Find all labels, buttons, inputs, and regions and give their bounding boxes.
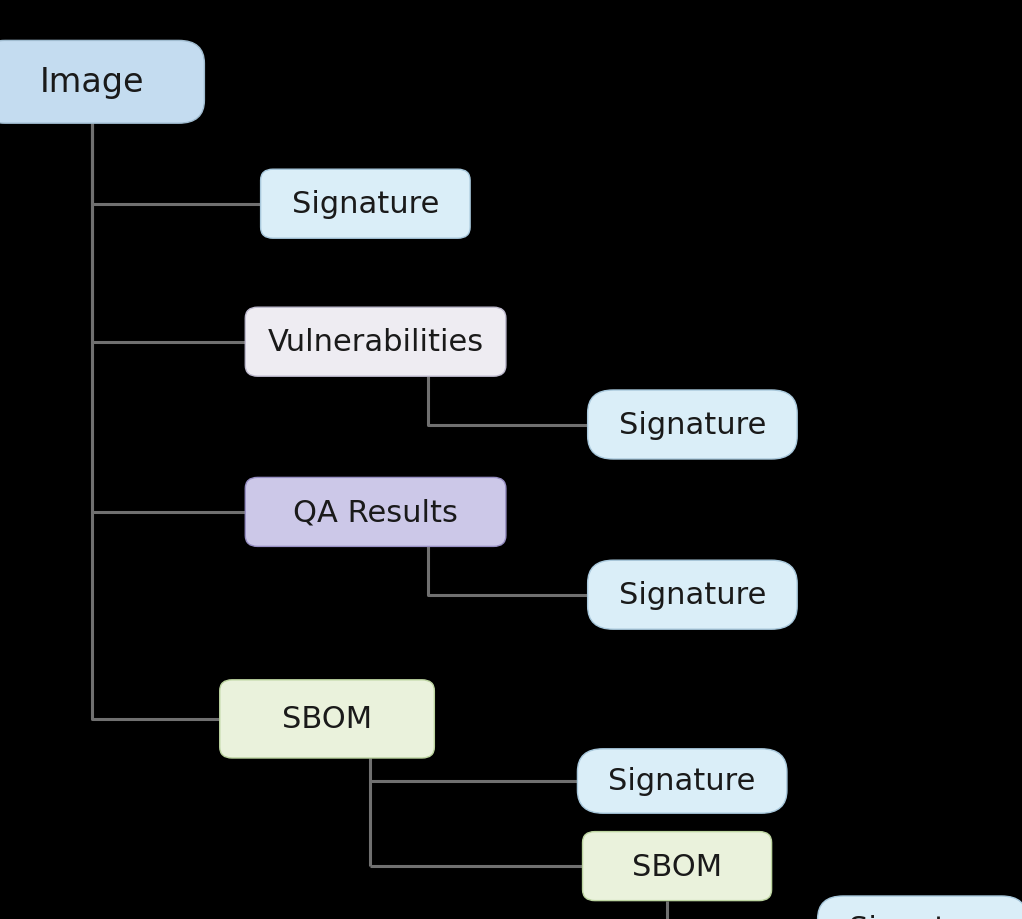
FancyBboxPatch shape bbox=[818, 896, 1022, 919]
Text: Signature: Signature bbox=[291, 190, 439, 219]
Text: Vulnerabilities: Vulnerabilities bbox=[268, 328, 483, 357]
Text: QA Results: QA Results bbox=[293, 498, 458, 527]
FancyBboxPatch shape bbox=[261, 170, 470, 239]
Text: Image: Image bbox=[40, 66, 144, 99]
Text: Signature: Signature bbox=[848, 913, 996, 919]
FancyBboxPatch shape bbox=[245, 308, 506, 377]
Text: Signature: Signature bbox=[618, 411, 766, 439]
FancyBboxPatch shape bbox=[577, 749, 787, 813]
Text: Signature: Signature bbox=[608, 766, 756, 796]
FancyBboxPatch shape bbox=[245, 478, 506, 547]
FancyBboxPatch shape bbox=[583, 832, 772, 901]
Text: SBOM: SBOM bbox=[632, 852, 723, 880]
Text: SBOM: SBOM bbox=[282, 705, 372, 733]
Text: Signature: Signature bbox=[618, 581, 766, 609]
FancyBboxPatch shape bbox=[0, 41, 204, 124]
FancyBboxPatch shape bbox=[588, 561, 797, 630]
FancyBboxPatch shape bbox=[220, 680, 434, 758]
FancyBboxPatch shape bbox=[588, 391, 797, 460]
